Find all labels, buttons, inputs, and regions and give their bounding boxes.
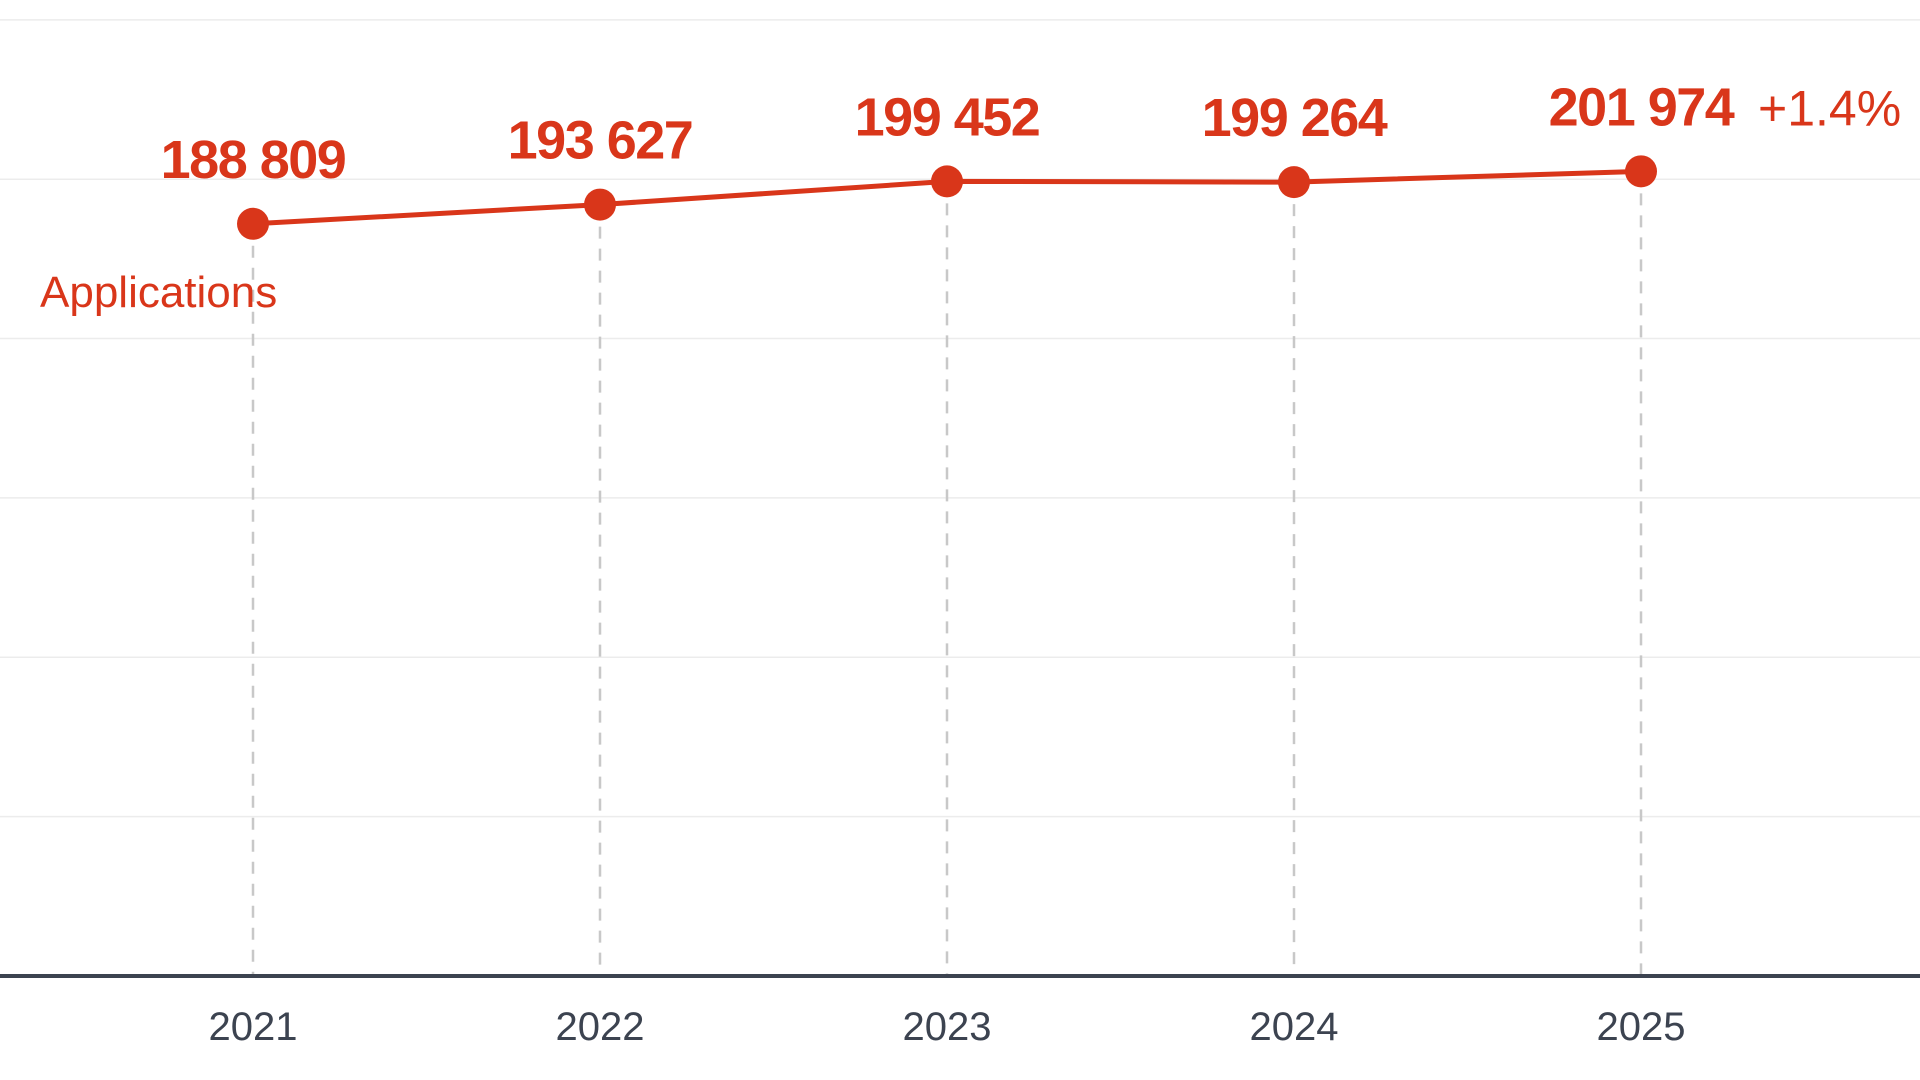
x-tick-label: 2022 [556,1005,645,1049]
x-tick-label: 2021 [209,1005,298,1049]
x-tick-label: 2024 [1250,1005,1339,1049]
droplines [253,171,1641,976]
x-tick-label: 2025 [1597,1005,1686,1049]
x-axis-ticks: 2021 2022 2023 2024 2025 [209,1005,1686,1049]
data-label: 199 264 [1202,88,1388,148]
x-tick-label: 2023 [903,1005,992,1049]
data-point [584,189,616,221]
data-point [1278,166,1310,198]
data-point [1625,155,1657,187]
data-point [931,165,963,197]
data-label: 193 627 [508,111,693,171]
data-point [237,208,269,240]
series-label-applications: Applications [40,268,277,317]
data-label: 201 974 [1549,77,1735,137]
data-label: 199 452 [855,87,1040,147]
data-label: 188 809 [161,130,346,190]
change-annotation: +1.4% [1758,80,1901,136]
